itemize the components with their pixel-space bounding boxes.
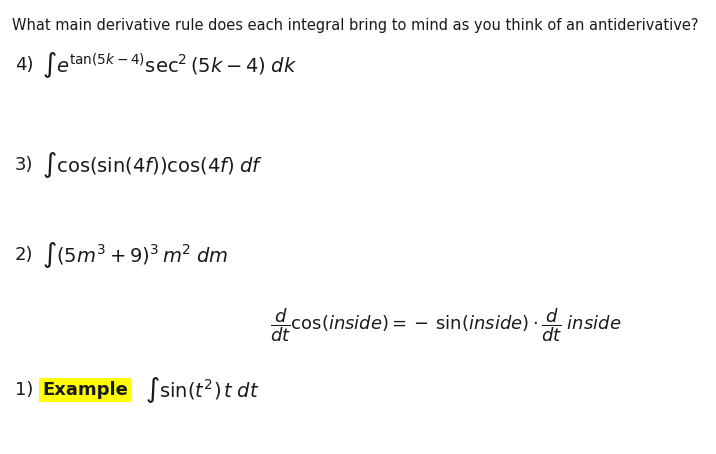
Text: 4): 4) [15, 56, 34, 74]
Text: $\int \sin(t^2)\,t\;dt$: $\int \sin(t^2)\,t\;dt$ [145, 375, 259, 405]
Text: 1): 1) [15, 381, 34, 399]
Text: $\int e^{\tan(5k-4)}\sec^2(5k-4)\;dk$: $\int e^{\tan(5k-4)}\sec^2(5k-4)\;dk$ [42, 50, 297, 80]
Text: $\int \cos(\sin(4f))\cos(4f)\;df$: $\int \cos(\sin(4f))\cos(4f)\;df$ [42, 150, 263, 180]
Text: Example: Example [42, 381, 128, 399]
Text: $\int(5m^3+9)^3\,m^2\;dm$: $\int(5m^3+9)^3\,m^2\;dm$ [42, 240, 228, 270]
Text: What main derivative rule does each integral bring to mind as you think of an an: What main derivative rule does each inte… [12, 18, 699, 33]
Text: $\dfrac{d}{dt}\mathrm{cos}(inside) = -\,\mathrm{sin}(inside)\cdot\dfrac{d}{dt}\;: $\dfrac{d}{dt}\mathrm{cos}(inside) = -\,… [270, 306, 621, 344]
Text: 2): 2) [15, 246, 34, 264]
Text: 3): 3) [15, 156, 34, 174]
